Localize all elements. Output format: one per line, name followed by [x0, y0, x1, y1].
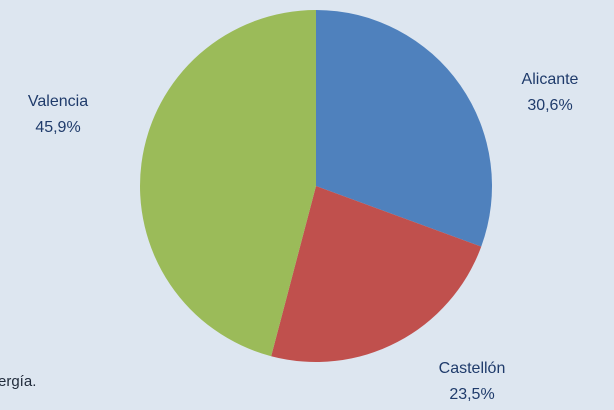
slice-label-castellon-name: Castellón	[439, 360, 506, 377]
pie-slice-castell-n	[271, 186, 482, 362]
slice-label-alicante-name: Alicante	[522, 71, 579, 88]
slice-label-valencia: Valencia 45,9%	[28, 93, 88, 136]
slice-label-valencia-value: 45,9%	[35, 119, 80, 136]
footnote-text: ergía.	[0, 373, 36, 390]
slice-label-castellon: Castellón 23,5%	[439, 360, 506, 403]
pie-slice-alicante	[316, 10, 492, 247]
slice-label-alicante-value: 30,6%	[527, 97, 572, 114]
slice-label-valencia-name: Valencia	[28, 93, 88, 110]
slice-label-castellon-value: 23,5%	[449, 386, 494, 403]
pie-slices	[139, 10, 492, 362]
pie-slice-valencia	[139, 10, 316, 357]
slice-label-alicante: Alicante 30,6%	[522, 71, 579, 114]
